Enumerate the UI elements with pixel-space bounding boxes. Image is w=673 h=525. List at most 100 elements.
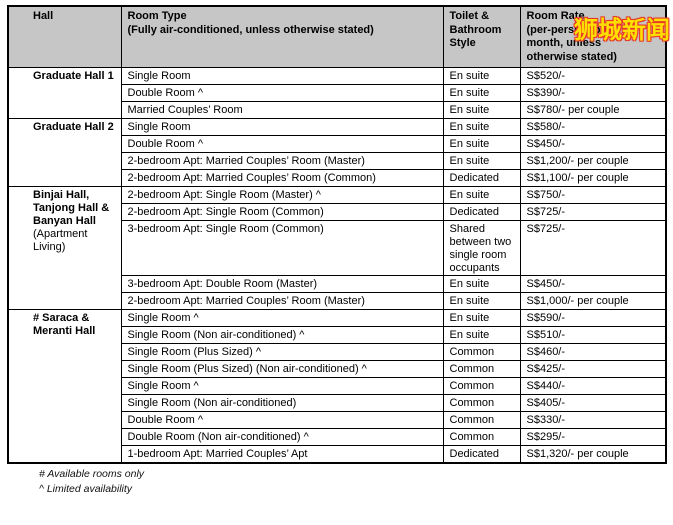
hall-name: Graduate Hall 1 xyxy=(33,70,114,82)
table-row: 2-bedroom Apt: Married Couples’ Room (Ma… xyxy=(8,292,667,310)
bathroom-style-cell: En suite xyxy=(442,275,521,293)
bathroom-style-cell: Dedicated xyxy=(442,169,521,187)
table-header: Hall Room Type (Fully air-conditioned, unl… xyxy=(7,5,667,68)
room-type-cell: 2-bedroom Apt: Single Room (Master) ^ xyxy=(120,186,444,204)
bathroom-style-cell: En suite xyxy=(442,152,521,170)
room-rate-cell: S$390/- xyxy=(519,84,667,102)
room-rates-table: Hall Room Type (Fully air-conditioned, unl… xyxy=(7,5,667,464)
footnotes: # Available rooms only ^ Limited availabi… xyxy=(39,467,673,497)
bathroom-style-cell: En suite xyxy=(442,67,521,85)
room-rate-cell: S$295/- xyxy=(519,428,667,446)
table-row: 2-bedroom Apt: Single Room (Common) Dedic… xyxy=(8,203,667,221)
bathroom-style-cell: En suite xyxy=(442,118,521,136)
hall-name: Graduate Hall 2 xyxy=(33,121,114,133)
bathroom-style-cell: Common xyxy=(442,377,521,395)
hall-cell: Graduate Hall 1 xyxy=(7,67,122,119)
room-type-cell: Double Room ^ xyxy=(120,411,444,429)
bathroom-style-cell: Common xyxy=(442,343,521,361)
room-rate-cell: S$1,000/- per couple xyxy=(519,292,667,310)
room-rate-cell: S$450/- xyxy=(519,135,667,153)
footnote-line: ^ Limited availability xyxy=(39,482,133,495)
table-body: Graduate Hall 1 Single Room En suite S$520/… xyxy=(7,67,667,463)
hall-cell: Binjai Hall, Tanjong Hall & Banyan Hall(… xyxy=(7,186,122,310)
room-type-cell: Single Room xyxy=(120,118,444,136)
room-type-cell: Single Room ^ xyxy=(120,377,444,395)
room-type-cell: 3-bedroom Apt: Double Room (Master) xyxy=(120,275,444,293)
hall-name: Binjai Hall, Tanjong Hall & Banyan Hall xyxy=(33,189,110,227)
document-page: 狮城新闻 Hall Room Type (Fully air-conditioned… xyxy=(0,5,673,525)
room-rate-cell: S$510/- xyxy=(519,326,667,344)
table-row: Binjai Hall, Tanjong Hall & Banyan Hall(… xyxy=(7,186,667,310)
bathroom-style-cell: En suite xyxy=(442,101,521,119)
room-rate-cell: S$520/- xyxy=(519,67,667,85)
bathroom-style-cell: En suite xyxy=(442,326,521,344)
bathroom-style-cell: En suite xyxy=(442,309,521,327)
table-row: 1-bedroom Apt: Married Couples’ Apt Dedic… xyxy=(8,445,667,463)
column-header-room-rate: Room Rate (per-person, per month, unless … xyxy=(519,5,667,68)
column-title: Room Type xyxy=(127,10,187,22)
column-header-toilet-bathroom-style: Toilet & Bathroom Style xyxy=(442,5,521,68)
column-title: Toilet & Bathroom Style xyxy=(449,10,502,49)
hall-name: # Saraca & Meranti Hall xyxy=(33,312,96,337)
room-rate-cell: S$725/- xyxy=(519,220,667,276)
room-rate-cell: S$330/- xyxy=(519,411,667,429)
column-subtitle: (Fully air-conditioned, unless otherwise… xyxy=(127,23,374,36)
room-type-cell: Single Room (Plus Sized) (Non air-condit… xyxy=(120,360,444,378)
table-row: Double Room ^ En suite S$450/- xyxy=(8,135,667,153)
header-row: Hall Room Type (Fully air-conditioned, unl… xyxy=(7,5,667,68)
bathroom-style-cell: Shared between two single room occupants xyxy=(442,220,521,276)
bathroom-style-cell: En suite xyxy=(442,135,521,153)
room-type-cell: Single Room (Non air-conditioned) ^ xyxy=(120,326,444,344)
bathroom-style-cell: Common xyxy=(442,394,521,412)
room-rate-cell: S$1,200/- per couple xyxy=(519,152,667,170)
room-type-cell: 2-bedroom Apt: Single Room (Common) xyxy=(120,203,444,221)
bathroom-style-cell: Common xyxy=(442,428,521,446)
room-rate-cell: S$780/- per couple xyxy=(519,101,667,119)
table-row: 3-bedroom Apt: Double Room (Master) En su… xyxy=(8,275,667,293)
room-rate-cell: S$1,320/- per couple xyxy=(519,445,667,463)
room-rate-cell: S$440/- xyxy=(519,377,667,395)
table-row: 3-bedroom Apt: Single Room (Common) Share… xyxy=(8,220,667,276)
table-row: Single Room (Non air-conditioned) Common S… xyxy=(8,394,667,412)
room-type-cell: Single Room xyxy=(120,67,444,85)
table-row: Single Room (Plus Sized) (Non air-condit… xyxy=(8,360,667,378)
room-type-cell: 1-bedroom Apt: Married Couples’ Apt xyxy=(120,445,444,463)
room-rate-cell: S$405/- xyxy=(519,394,667,412)
table-row: Double Room (Non air-conditioned) ^ Commo… xyxy=(8,428,667,446)
room-type-cell: Married Couples’ Room xyxy=(120,101,444,119)
table-row: Graduate Hall 1 Single Room En suite S$520/… xyxy=(7,67,667,119)
room-type-cell: Single Room ^ xyxy=(120,309,444,327)
room-type-cell: 2-bedroom Apt: Married Couples’ Room (Co… xyxy=(120,169,444,187)
table-row: # Saraca & Meranti Hall Single Room ^ En s… xyxy=(7,309,667,463)
room-type-cell: Single Room (Non air-conditioned) xyxy=(120,394,444,412)
bathroom-style-cell: Dedicated xyxy=(442,203,521,221)
room-rate-cell: S$580/- xyxy=(519,118,667,136)
hall-note: (Apartment Living) xyxy=(33,228,88,253)
room-rate-cell: S$590/- xyxy=(519,309,667,327)
room-rate-cell: S$1,100/- per couple xyxy=(519,169,667,187)
table-row: Single Room (Plus Sized) ^ Common S$460/- xyxy=(8,343,667,361)
column-subtitle: (per-person, per month, unless otherwise… xyxy=(526,23,617,63)
room-rate-cell: S$450/- xyxy=(519,275,667,293)
room-type-cell: Double Room (Non air-conditioned) ^ xyxy=(120,428,444,446)
room-type-cell: 3-bedroom Apt: Single Room (Common) xyxy=(120,220,444,276)
bathroom-style-cell: Common xyxy=(442,360,521,378)
table-row: Double Room ^ En suite S$390/- xyxy=(8,84,667,102)
column-header-hall: Hall xyxy=(7,5,122,68)
table-row: Married Couples’ Room En suite S$780/- per… xyxy=(8,101,667,119)
room-rate-cell: S$750/- xyxy=(519,186,667,204)
footnote-line: # Available rooms only xyxy=(39,467,145,480)
bathroom-style-cell: En suite xyxy=(442,186,521,204)
room-rate-cell: S$460/- xyxy=(519,343,667,361)
room-type-cell: Double Room ^ xyxy=(120,135,444,153)
hall-cell: Graduate Hall 2 xyxy=(7,118,122,187)
room-type-cell: Single Room (Plus Sized) ^ xyxy=(120,343,444,361)
bathroom-style-cell: En suite xyxy=(442,292,521,310)
column-header-room-type: Room Type (Fully air-conditioned, unless … xyxy=(120,5,444,68)
table-row: Graduate Hall 2 Single Room En suite S$580/… xyxy=(7,118,667,187)
column-title: Hall xyxy=(33,10,54,22)
bathroom-style-cell: En suite xyxy=(442,84,521,102)
column-title: Room Rate xyxy=(526,10,585,22)
bathroom-style-cell: Dedicated xyxy=(442,445,521,463)
table-row: Single Room ^ Common S$440/- xyxy=(8,377,667,395)
